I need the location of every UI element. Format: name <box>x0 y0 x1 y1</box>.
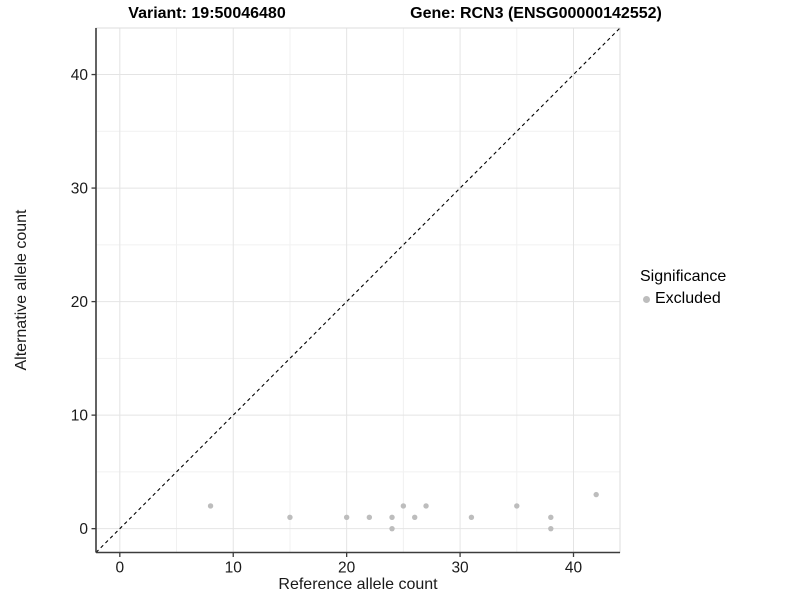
data-point <box>389 514 395 521</box>
data-point <box>207 503 214 509</box>
y-tick-label: 40 <box>71 67 89 84</box>
data-points-excluded <box>207 491 599 532</box>
x-tick-label: 40 <box>565 560 583 577</box>
x-axis-ticks: 0 10 20 30 40 <box>116 552 583 577</box>
y-tick-label: 0 <box>79 521 88 538</box>
grid-major <box>96 28 620 553</box>
x-axis-title: Reference allele count <box>278 576 438 593</box>
x-tick-label: 20 <box>338 560 356 577</box>
data-point <box>468 514 475 521</box>
data-point <box>548 525 554 532</box>
y-axis-title: Alternative allele count <box>13 209 30 371</box>
data-point <box>400 503 407 509</box>
legend: Significance Excluded <box>640 268 726 308</box>
x-tick-label: 0 <box>116 560 125 577</box>
axis-lines <box>95 28 620 554</box>
gene-title: Gene: RCN3 (ENSG00000142552) <box>410 5 662 22</box>
x-tick-label: 30 <box>451 560 469 577</box>
grid-minor <box>96 28 620 553</box>
data-point <box>593 491 599 498</box>
y-tick-label: 30 <box>71 181 89 198</box>
y-axis-ticks: 0 10 20 30 40 <box>71 67 96 538</box>
data-point <box>366 514 373 521</box>
legend-entry-excluded: Excluded <box>640 290 726 308</box>
identity-reference-line <box>95 27 621 553</box>
data-point <box>423 503 429 509</box>
y-tick-label: 20 <box>71 294 89 311</box>
x-tick-label: 10 <box>225 560 243 577</box>
data-point <box>548 514 554 521</box>
data-point <box>412 514 418 521</box>
data-point <box>343 514 350 521</box>
data-point <box>287 514 293 521</box>
excluded-point-icon <box>643 295 650 303</box>
legend-entry-label: Excluded <box>655 290 721 307</box>
legend-title: Significance <box>640 268 727 285</box>
variant-title: Variant: 19:50046480 <box>128 5 286 22</box>
data-point <box>389 525 395 532</box>
data-point <box>514 503 520 509</box>
y-tick-label: 10 <box>71 408 89 425</box>
